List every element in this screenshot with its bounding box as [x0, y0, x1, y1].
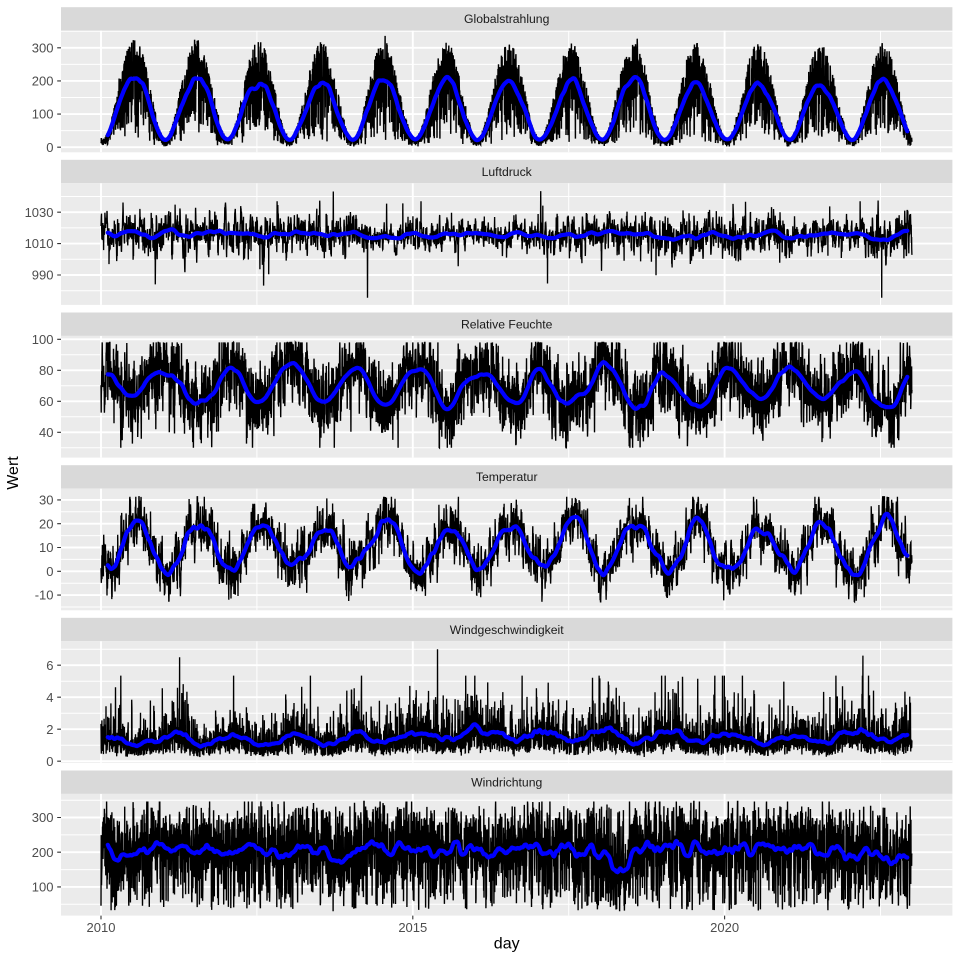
- svg-text:10: 10: [39, 540, 53, 555]
- svg-text:20: 20: [39, 516, 53, 531]
- svg-text:day: day: [494, 936, 520, 953]
- svg-text:80: 80: [39, 363, 53, 378]
- svg-text:1010: 1010: [25, 236, 54, 251]
- svg-text:2020: 2020: [710, 920, 739, 935]
- svg-text:Windrichtung: Windrichtung: [471, 776, 542, 790]
- svg-text:Temperatur: Temperatur: [476, 470, 538, 484]
- svg-text:Windgeschwindigkeit: Windgeschwindigkeit: [450, 623, 564, 637]
- svg-text:Luftdruck: Luftdruck: [482, 165, 533, 179]
- svg-text:990: 990: [32, 268, 54, 283]
- svg-text:100: 100: [32, 107, 54, 122]
- svg-text:0: 0: [46, 754, 53, 769]
- svg-text:60: 60: [39, 394, 53, 409]
- svg-text:Globalstrahlung: Globalstrahlung: [464, 12, 549, 26]
- svg-text:2: 2: [46, 722, 53, 737]
- svg-text:2015: 2015: [398, 920, 427, 935]
- svg-text:0: 0: [46, 564, 53, 579]
- svg-text:40: 40: [39, 425, 53, 440]
- svg-text:1030: 1030: [25, 205, 54, 220]
- svg-text:30: 30: [39, 493, 53, 508]
- svg-text:100: 100: [32, 332, 54, 347]
- svg-text:0: 0: [46, 140, 53, 155]
- svg-text:4: 4: [46, 690, 53, 705]
- svg-text:Relative Feuchte: Relative Feuchte: [461, 318, 553, 332]
- svg-text:300: 300: [32, 40, 54, 55]
- svg-text:100: 100: [32, 880, 54, 895]
- svg-text:2010: 2010: [87, 920, 116, 935]
- svg-text:-10: -10: [35, 588, 54, 603]
- svg-text:300: 300: [32, 810, 54, 825]
- svg-text:6: 6: [46, 658, 53, 673]
- svg-text:200: 200: [32, 845, 54, 860]
- svg-text:Wert: Wert: [5, 456, 22, 490]
- svg-text:200: 200: [32, 74, 54, 89]
